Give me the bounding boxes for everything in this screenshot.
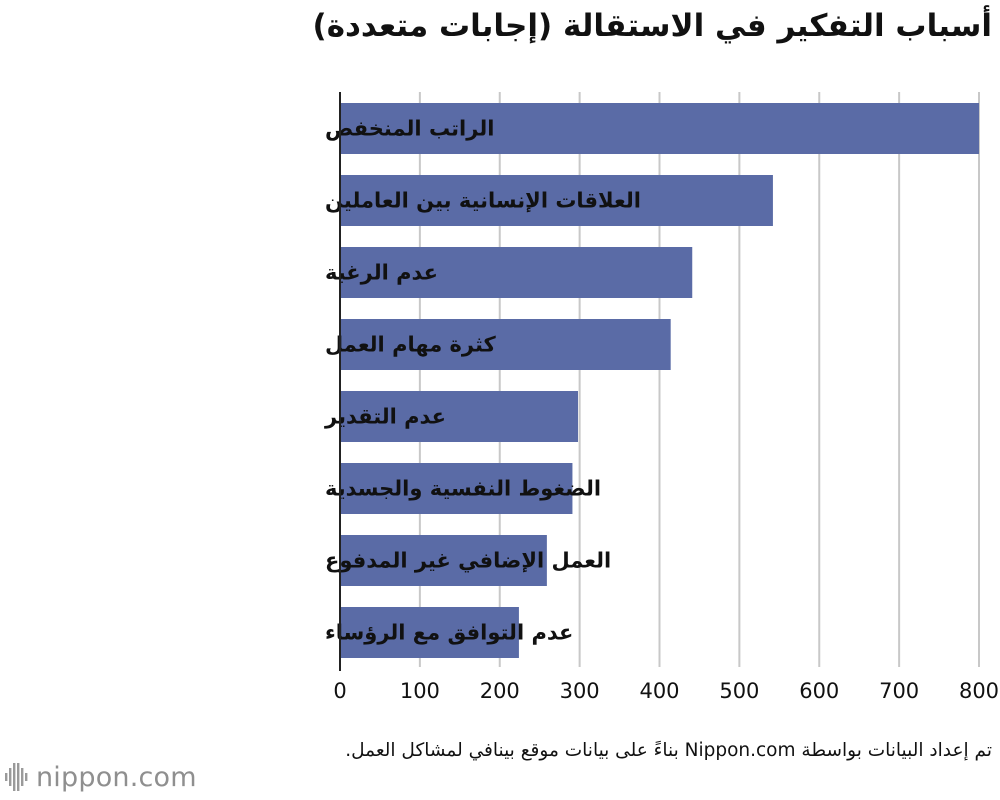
x-tick-label-100: 100 xyxy=(400,679,440,703)
bar-6 xyxy=(340,463,573,514)
x-tick-label-700: 700 xyxy=(879,679,919,703)
category-label-5: عدم التقدير xyxy=(324,405,446,429)
x-tick-label-500: 500 xyxy=(719,679,759,703)
chart-title: أسباب التفكير في الاستقالة (إجابات متعدد… xyxy=(312,8,992,44)
category-label-7: العمل الإضافي غير المدفوع xyxy=(325,549,611,573)
category-label-8: عدم التوافق مع الرؤساء xyxy=(325,621,573,645)
category-label-4: كثرة مهام العمل xyxy=(325,333,497,357)
x-tick-label-200: 200 xyxy=(480,679,520,703)
category-label-1: الراتب المنخفض xyxy=(325,117,494,141)
bar-7 xyxy=(340,535,547,586)
x-tick-label-0: 0 xyxy=(333,679,346,703)
x-tick-label-600: 600 xyxy=(799,679,839,703)
nippon-logo-icon xyxy=(5,763,28,791)
bar-8 xyxy=(340,607,519,658)
bar-3 xyxy=(340,247,693,298)
nippon-logo: nippon.com xyxy=(4,757,197,797)
bar-4 xyxy=(340,319,671,370)
x-tick-label-300: 300 xyxy=(560,679,600,703)
bar-chart: الراتب المنخفض العلاقات الإنسانية بين الع… xyxy=(324,92,999,703)
category-label-2: العلاقات الإنسانية بين العاملين xyxy=(325,189,641,213)
bar-1 xyxy=(340,103,979,154)
source-note: تم إعداد البيانات بواسطة Nippon.com بناء… xyxy=(345,740,992,761)
category-label-3: عدم الرغبة xyxy=(325,261,438,285)
bar-5 xyxy=(340,391,579,442)
category-label-6: الضغوط النفسية والجسدية xyxy=(325,477,601,501)
x-tick-label-800: 800 xyxy=(959,679,999,703)
logo-text: nippon.com xyxy=(36,761,197,793)
bar-2 xyxy=(340,175,773,226)
x-tick-label-400: 400 xyxy=(639,679,679,703)
